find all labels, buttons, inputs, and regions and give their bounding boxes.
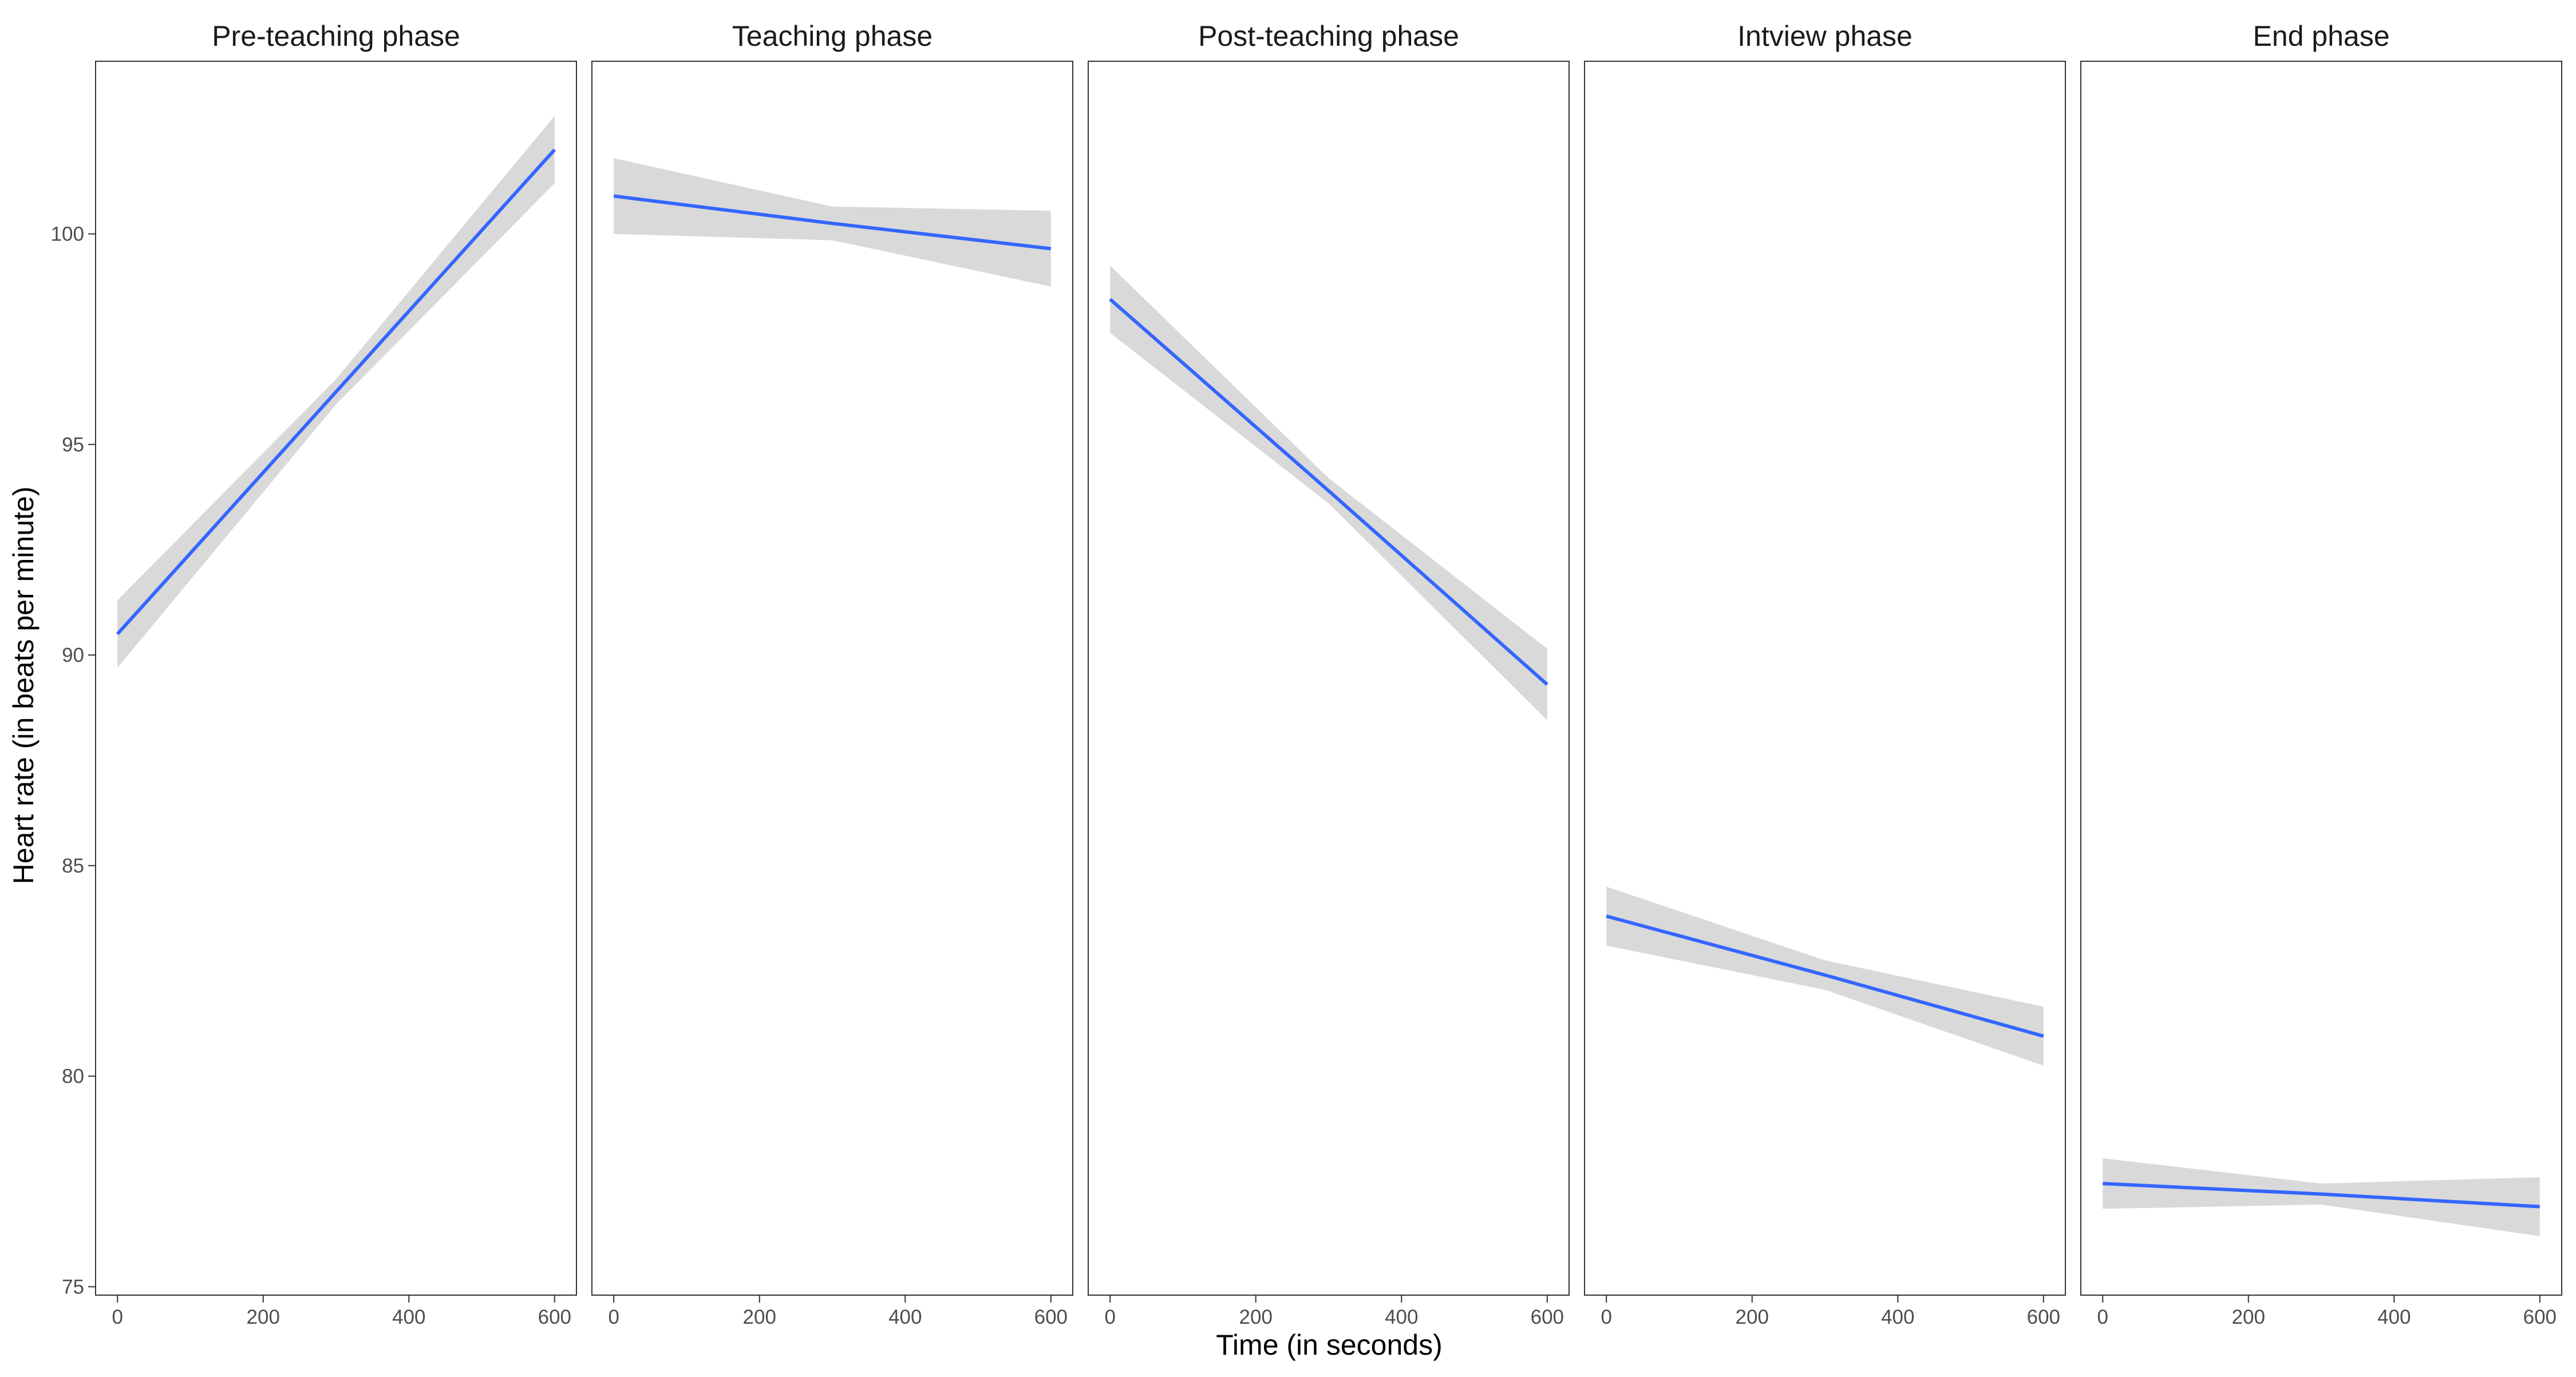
facet-panel: Pre-teaching phase 0 200 400 600: [95, 20, 577, 1328]
facet-panel: Intview phase 0 200 400 600: [1584, 20, 2066, 1328]
facet-title: Pre-teaching phase: [212, 20, 460, 52]
x-tick-label: 400: [2377, 1306, 2411, 1328]
facet-panel: Teaching phase 0 200 400 600: [591, 20, 1073, 1328]
confidence-band: [2103, 1158, 2540, 1236]
x-tick-label: 400: [1385, 1306, 1418, 1328]
trend-line: [116, 148, 556, 636]
trend-line: [1109, 298, 1548, 686]
x-tick-label: 0: [608, 1306, 619, 1328]
x-tick-label: 600: [2523, 1306, 2557, 1328]
y-tick-label: 85: [62, 855, 84, 877]
x-tick-label: 0: [112, 1306, 123, 1328]
y-axis-title: Heart rate (in beats per minute): [7, 487, 39, 885]
x-tick-label: 0: [1104, 1306, 1115, 1328]
x-tick-label: 0: [2097, 1306, 2108, 1328]
panel-border: [1088, 61, 1570, 1296]
x-tick-label: 400: [392, 1306, 425, 1328]
y-tick-label: 80: [62, 1066, 84, 1088]
x-tick-label: 200: [247, 1306, 280, 1328]
x-tick-label: 400: [1881, 1306, 1914, 1328]
facet-title: Post-teaching phase: [1198, 20, 1459, 52]
x-tick-label: 600: [538, 1306, 571, 1328]
trend-line: [613, 194, 1052, 251]
facet-panel: End phase 0 200 400 600: [2080, 20, 2562, 1328]
x-tick-label: 200: [2232, 1306, 2265, 1328]
facet-title: Teaching phase: [732, 20, 933, 52]
x-tick-label: 600: [1531, 1306, 1564, 1328]
x-tick-label: 200: [1736, 1306, 1769, 1328]
x-tick-label: 600: [2027, 1306, 2060, 1328]
y-tick-label: 100: [51, 223, 84, 246]
x-tick-label: 200: [1239, 1306, 1273, 1328]
facet-panel: Post-teaching phase 0 200 400 600: [1088, 20, 1570, 1328]
x-tick-label: 600: [1034, 1306, 1068, 1328]
facet-title: End phase: [2253, 20, 2389, 52]
y-tick-label: 75: [62, 1276, 84, 1298]
x-tick-label: 400: [888, 1306, 922, 1328]
y-tick-label: 95: [62, 433, 84, 456]
x-axis-title: Time (in seconds): [1216, 1329, 1442, 1361]
panel-border: [2080, 61, 2562, 1296]
y-tick-label: 90: [62, 644, 84, 666]
trend-line: [1606, 914, 2044, 1038]
y-axis: 75 80 85 90 95 100: [51, 223, 96, 1298]
panel-border: [591, 61, 1073, 1296]
x-tick-label: 200: [743, 1306, 776, 1328]
x-tick-label: 0: [1601, 1306, 1611, 1328]
trend-line: [2103, 1182, 2540, 1209]
facet-title: Intview phase: [1737, 20, 1913, 52]
panel-border: [1584, 61, 2066, 1296]
panel-border: [95, 61, 577, 1296]
